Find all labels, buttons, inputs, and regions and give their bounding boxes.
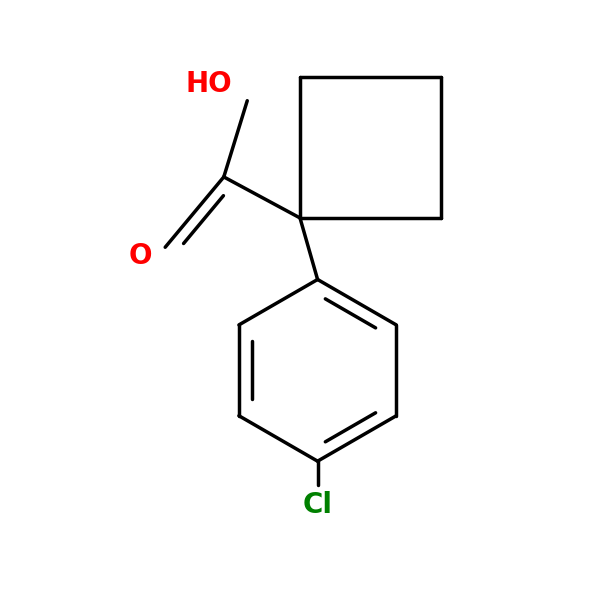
Text: HO: HO <box>186 70 232 98</box>
Text: O: O <box>129 242 152 270</box>
Text: Cl: Cl <box>302 491 332 519</box>
